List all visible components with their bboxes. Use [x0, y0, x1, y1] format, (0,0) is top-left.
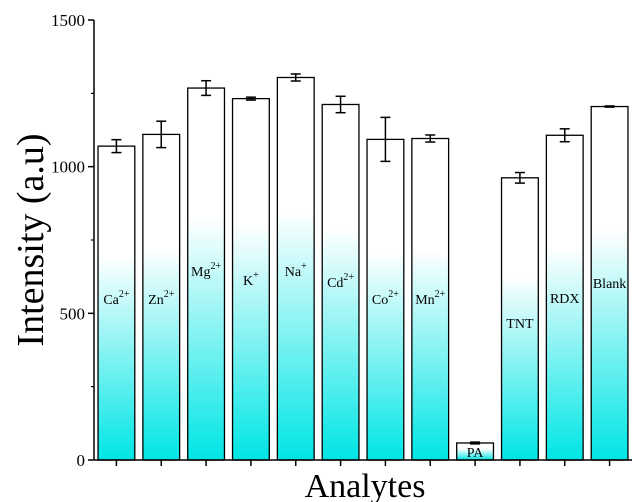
x-axis-title: Analytes	[305, 468, 426, 502]
bar-category-label: Mn2+	[415, 289, 445, 308]
y-tick-label: 1000	[51, 158, 85, 177]
bar	[97, 145, 136, 461]
bar-category-label: Cd2+	[327, 272, 354, 291]
bar	[366, 138, 405, 461]
bar	[276, 76, 315, 461]
error-bar	[290, 73, 301, 82]
error-bar	[335, 95, 346, 114]
bar-category-label: K+	[243, 270, 259, 289]
bar-category-label: Blank	[593, 277, 626, 292]
bar-category-label: Na+	[285, 261, 307, 280]
bar	[590, 105, 629, 461]
error-bar	[425, 134, 436, 143]
bar-category-label: Zn2+	[148, 289, 175, 308]
error-bar	[201, 79, 212, 97]
error-bar	[111, 138, 122, 154]
y-tick-label: 0	[77, 451, 86, 470]
bar-category-label: TNT	[506, 317, 534, 332]
error-bar	[604, 105, 615, 108]
error-bar	[470, 441, 481, 445]
error-bar	[245, 96, 256, 101]
bars-layer: Ca2+ Zn2+ Mg2+ K+ Na+ Cd2+ Co2+ Mn2+ PA TNT RDX Bla…	[97, 73, 629, 461]
error-bar	[156, 120, 167, 149]
error-bar	[559, 128, 570, 143]
bar	[231, 97, 270, 461]
bar-category-label: Ca2+	[103, 289, 130, 308]
error-bar	[380, 116, 391, 163]
bar	[545, 134, 584, 461]
axes-layer: 0 500 1000 1500	[51, 11, 632, 470]
y-tick-label: 1500	[51, 11, 85, 30]
y-axis-title: Intensity (a.u)	[10, 133, 52, 346]
bar-category-label: RDX	[550, 292, 580, 307]
bar-category-label: Co2+	[372, 289, 399, 308]
bar	[321, 103, 360, 461]
error-bar	[514, 171, 525, 184]
bar-category-label: PA	[467, 446, 485, 461]
y-tick-label: 500	[60, 304, 86, 323]
bar-category-label: Mg2+	[191, 261, 221, 280]
